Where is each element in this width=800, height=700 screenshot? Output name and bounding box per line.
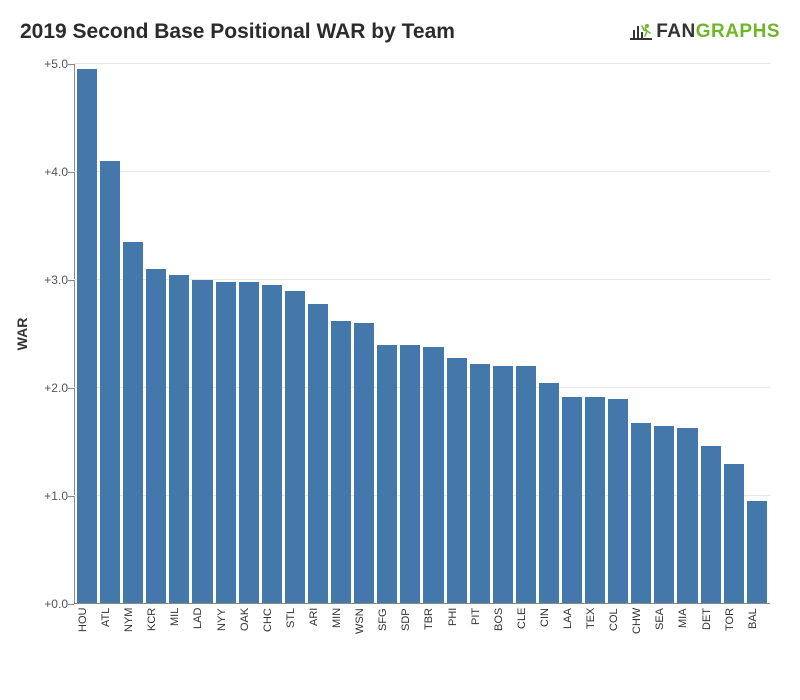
x-tick-label: CLE (516, 608, 536, 658)
x-tick-label: SFG (377, 608, 397, 658)
bar (470, 364, 490, 604)
bar (239, 282, 259, 604)
x-tick-label: STL (285, 608, 305, 658)
x-tick-label: CHW (631, 608, 651, 658)
x-tick-label: TEX (585, 608, 605, 658)
bar (354, 323, 374, 604)
bar (447, 358, 467, 604)
bar (724, 464, 744, 604)
x-tick-label: BOS (493, 608, 513, 658)
x-tick-label: WSN (354, 608, 374, 658)
y-tick-label: +5.0 (20, 57, 68, 71)
y-tick-label: +0.0 (20, 597, 68, 611)
x-tick-label: HOU (77, 608, 97, 658)
x-ticks: HOUATLNYMKCRMILLADNYYOAKCHCSTLARIMINWSNS… (74, 608, 770, 658)
plot-region (74, 64, 770, 604)
x-tick-label: PHI (447, 608, 467, 658)
x-tick-label: MIN (331, 608, 351, 658)
bar (747, 501, 767, 604)
bar (608, 399, 628, 604)
logo-text-fan: FAN (656, 21, 696, 43)
bar (331, 321, 351, 604)
x-tick-label: OAK (239, 608, 259, 658)
bar (493, 366, 513, 604)
bar (631, 423, 651, 604)
y-axis-label: WAR (14, 318, 30, 351)
chart-container: 2019 Second Base Positional WAR by Team … (0, 0, 800, 700)
x-tick-label: ARI (308, 608, 328, 658)
x-tick-label: MIA (677, 608, 697, 658)
y-tick-label: +4.0 (20, 165, 68, 179)
bar (169, 275, 189, 604)
bar (654, 426, 674, 604)
chart-title: 2019 Second Base Positional WAR by Team (20, 20, 455, 44)
y-tick-label: +2.0 (20, 381, 68, 395)
bar (77, 69, 97, 604)
batter-icon (630, 22, 652, 42)
bar (377, 345, 397, 604)
x-tick-label: TBR (423, 608, 443, 658)
bar (585, 397, 605, 604)
bar (192, 280, 212, 604)
x-tick-label: CIN (539, 608, 559, 658)
header: 2019 Second Base Positional WAR by Team … (20, 20, 780, 44)
x-tick-label: KCR (146, 608, 166, 658)
y-tick-mark (68, 604, 74, 605)
x-tick-label: NYY (216, 608, 236, 658)
bar (539, 383, 559, 604)
logo-text-graphs: GRAPHS (696, 21, 780, 43)
x-tick-label: TOR (724, 608, 744, 658)
x-tick-label: LAD (192, 608, 212, 658)
bar (516, 366, 536, 604)
x-tick-label: CHC (262, 608, 282, 658)
bar (146, 269, 166, 604)
x-tick-label: DET (701, 608, 721, 658)
bar (285, 291, 305, 604)
x-tick-label: PIT (470, 608, 490, 658)
x-tick-label: SDP (400, 608, 420, 658)
bar (562, 397, 582, 604)
x-tick-label: LAA (562, 608, 582, 658)
x-tick-label: ATL (100, 608, 120, 658)
bar (100, 161, 120, 604)
chart-area: WAR +0.0+1.0+2.0+3.0+4.0+5.0 HOUATLNYMKC… (20, 64, 780, 684)
fangraphs-logo: FANGRAPHS (630, 21, 780, 43)
x-tick-label: NYM (123, 608, 143, 658)
y-tick-label: +3.0 (20, 273, 68, 287)
bar (400, 345, 420, 604)
bar (701, 446, 721, 604)
bar (308, 304, 328, 604)
bar (677, 428, 697, 604)
bar (216, 282, 236, 604)
y-tick-label: +1.0 (20, 489, 68, 503)
bars (74, 64, 770, 604)
x-tick-label: COL (608, 608, 628, 658)
bar (123, 242, 143, 604)
x-axis-line (74, 603, 770, 604)
x-tick-label: SEA (654, 608, 674, 658)
bar (423, 347, 443, 604)
x-tick-label: BAL (747, 608, 767, 658)
bar (262, 285, 282, 604)
x-tick-label: MIL (169, 608, 189, 658)
